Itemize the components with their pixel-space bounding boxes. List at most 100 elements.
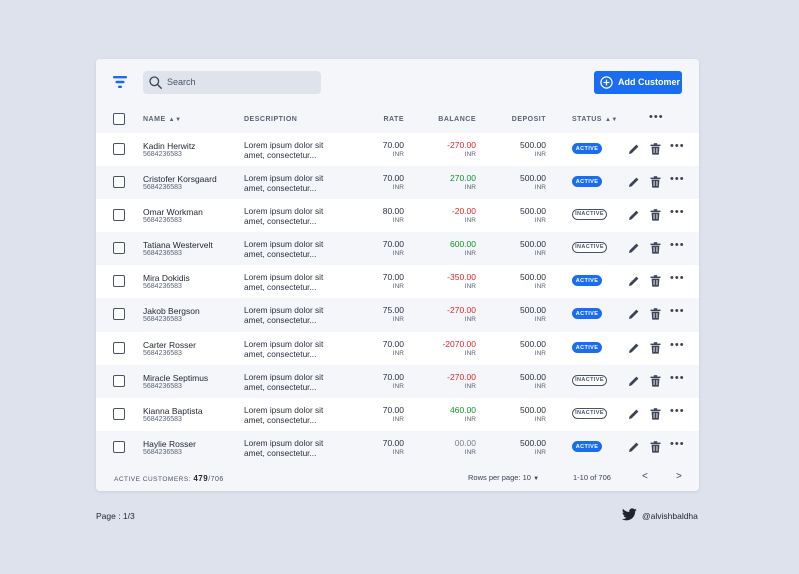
balance-currency: INR [464,448,476,456]
deposit-currency: INR [534,448,546,456]
customer-phone: 5684236583 [143,448,182,456]
customers-card: Search Add Customer NAME ▲▼ DESCRIPTION R… [96,59,699,491]
select-all-checkbox[interactable] [113,113,125,125]
next-page-button[interactable]: > [676,471,682,482]
deposit-value: 500.00 [520,272,546,283]
balance-currency: INR [464,217,476,225]
customer-description: Lorem ipsum dolor sit amet, consectetur..… [244,372,344,392]
table-row[interactable]: Haylie Rosser 5684236583 Lorem ipsum dolor… [96,430,699,464]
column-name[interactable]: NAME ▲▼ [143,116,182,123]
customer-phone: 5684236583 [143,151,182,158]
trash-icon[interactable] [650,341,661,354]
row-checkbox[interactable] [113,242,125,255]
balance-value: -350.00 [447,272,476,283]
description-line-2: amet, consectetur... [244,282,317,293]
pencil-icon[interactable] [628,441,640,453]
table-row[interactable]: Omar Workman 5684236583 Lorem ipsum dolor … [96,199,699,232]
more-dots-icon[interactable]: ••• [670,140,685,152]
row-checkbox[interactable] [113,275,125,288]
row-checkbox[interactable] [113,176,125,189]
pencil-icon[interactable] [628,342,640,354]
filter-icon[interactable] [113,75,127,89]
pagination-range: 1-10 of 706 [573,473,611,482]
more-dots-icon[interactable]: ••• [670,305,685,318]
search-placeholder: Search [167,77,196,87]
trash-icon[interactable] [650,407,661,420]
page-indicator: Page : 1/3 [96,511,135,521]
trash-icon[interactable] [650,308,661,321]
description-line-1: Lorem ipsum dolor sit [244,173,324,184]
column-description: DESCRIPTION [244,116,298,123]
trash-icon[interactable] [650,209,661,221]
row-checkbox[interactable] [113,308,125,321]
pencil-icon[interactable] [628,209,640,221]
status-badge: INACTIVE [572,242,607,254]
trash-icon[interactable] [650,441,661,453]
table-row[interactable]: Mira Dokidis 5684236583 Lorem ipsum dolor … [96,265,699,298]
more-dots-icon[interactable]: ••• [670,338,685,351]
row-checkbox[interactable] [113,143,125,155]
pencil-icon[interactable] [628,275,640,287]
more-dots-icon[interactable]: ••• [670,437,685,450]
pencil-icon[interactable] [628,308,640,320]
header-more-icon[interactable]: ••• [649,111,664,123]
prev-page-button[interactable]: < [642,471,648,482]
description-line-2: amet, consectetur... [244,381,317,392]
search-input[interactable]: Search [143,71,321,94]
description-line-2: amet, consectetur... [244,348,317,359]
table-row[interactable]: Kianna Baptista 5684236583 Lorem ipsum dol… [96,398,699,431]
pencil-icon[interactable] [628,143,640,155]
row-checkbox[interactable] [113,209,125,222]
trash-icon[interactable] [650,374,661,387]
table-row[interactable]: Carter Rosser 5684236583 Lorem ipsum dolor… [96,332,699,365]
deposit-value: 500.00 [520,206,546,217]
row-checkbox[interactable] [113,341,125,354]
pencil-icon[interactable] [628,408,640,420]
add-customer-button[interactable]: Add Customer [594,71,682,94]
customer-phone: 5684236583 [143,217,182,225]
customer-name: Tatiana Westervelt [143,240,213,251]
balance-currency: INR [464,382,476,390]
description-line-1: Lorem ipsum dolor sit [244,437,324,448]
more-dots-icon[interactable]: ••• [670,371,685,384]
customer-name: Jakob Bergson [143,306,200,317]
table-row[interactable]: Miracle Septimus 5684236583 Lorem ipsum do… [96,364,699,398]
table-header: NAME ▲▼ DESCRIPTION RATE BALANCE DEPOSIT … [96,106,699,133]
balance-currency: INR [464,250,476,258]
row-checkbox[interactable] [113,374,125,387]
customer-name: Kianna Baptista [143,405,203,416]
pencil-icon[interactable] [628,242,640,254]
more-dots-icon[interactable]: ••• [670,206,685,219]
pencil-icon[interactable] [628,176,640,188]
balance-value: -270.00 [447,371,476,382]
column-status[interactable]: STATUS ▲▼ [572,116,618,123]
balance-value: 460.00 [450,404,476,415]
trash-icon[interactable] [650,242,661,254]
rows-per-page-select[interactable]: Rows per page: 10 ▼ [468,473,539,482]
rows-per-page-label: Rows per page: 10 [468,473,531,482]
column-name-label: NAME [143,116,166,123]
deposit-value: 500.00 [520,404,546,415]
customer-name: Mira Dokidis [143,273,190,284]
table-body: Kadin Herwitz 5684236583 Lorem ipsum dolor… [96,133,699,464]
trash-icon[interactable] [650,176,661,188]
balance-currency: INR [464,283,476,291]
trash-icon[interactable] [650,275,661,287]
pencil-icon[interactable] [628,375,640,387]
table-row[interactable]: Kadin Herwitz 5684236583 Lorem ipsum dolor… [96,133,699,166]
more-dots-icon[interactable]: ••• [670,239,685,252]
more-dots-icon[interactable]: ••• [670,173,685,186]
description-line-2: amet, consectetur... [244,216,317,227]
table-row[interactable]: Cristofer Korsgaard 5684236583 Lorem ipsum… [96,166,699,200]
trash-icon[interactable] [650,143,661,155]
status-badge: ACTIVE [572,440,602,452]
table-row[interactable]: Jakob Bergson 5684236583 Lorem ipsum dolor… [96,298,699,332]
table-row[interactable]: Tatiana Westervelt 5684236583 Lorem ipsum … [96,232,699,266]
more-dots-icon[interactable]: ••• [670,404,685,417]
customer-description: Lorem ipsum dolor sit amet, consectetur..… [244,239,344,259]
row-checkbox[interactable] [113,440,125,453]
more-dots-icon[interactable]: ••• [670,272,685,285]
add-customer-label: Add Customer [618,77,681,87]
row-checkbox[interactable] [113,407,125,420]
customer-description: Lorem ipsum dolor sit amet, consectetur..… [244,305,344,325]
